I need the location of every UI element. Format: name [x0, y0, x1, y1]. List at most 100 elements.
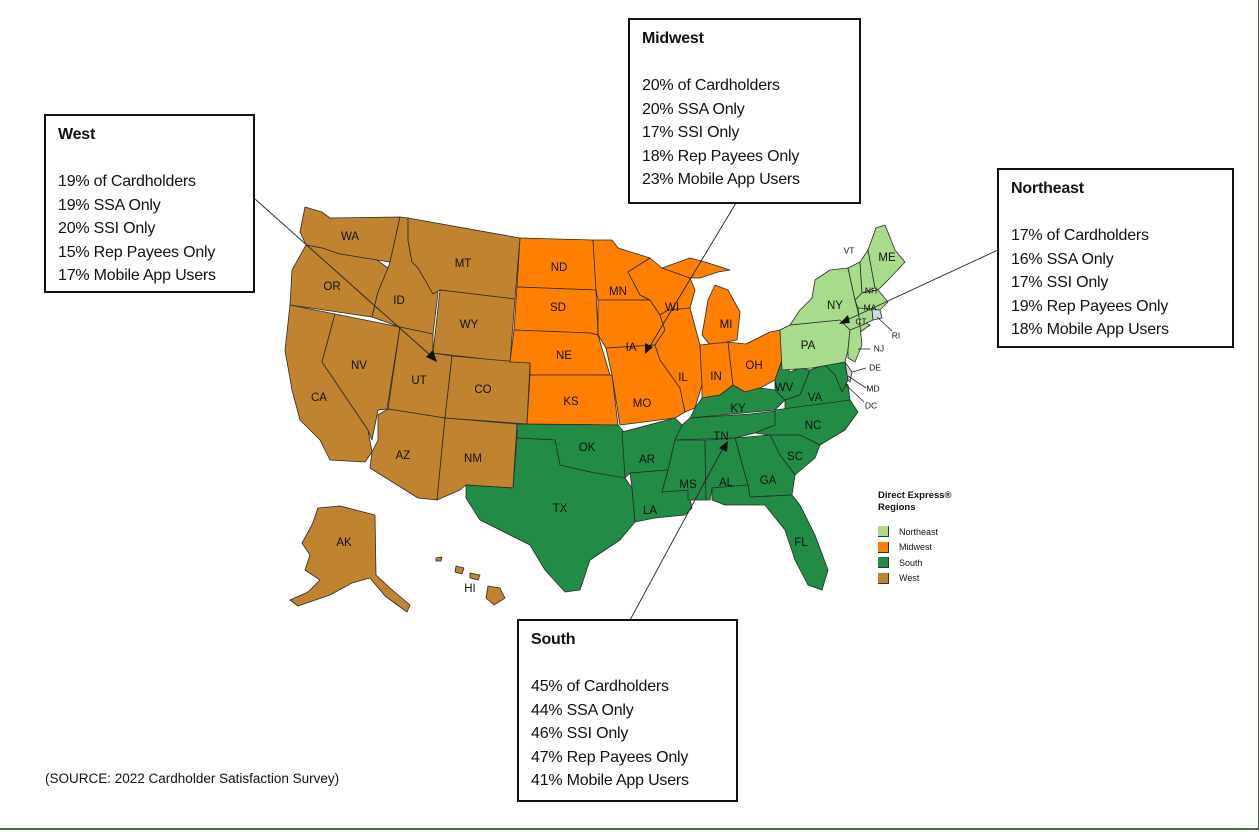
- callout-west-cardholders: 19% of Cardholders: [58, 173, 196, 190]
- region-south: [465, 359, 859, 593]
- label-ok: OK: [579, 442, 596, 454]
- callout-northeast-ssi: 17% SSI Only: [1011, 274, 1109, 292]
- label-ri: RI: [892, 330, 901, 340]
- label-nm: NM: [464, 453, 482, 465]
- south-callout-line: [629, 449, 723, 621]
- small-state-leaders: [844, 316, 893, 403]
- callout-northeast: Northeast 17% of Cardholders 16% SSA Onl…: [997, 168, 1234, 348]
- state-ri[interactable]: [871, 308, 883, 321]
- label-fl: FL: [794, 537, 808, 549]
- callout-northeast-mobile: 18% Mobile App Users: [1011, 321, 1169, 339]
- label-ne: NE: [556, 350, 572, 362]
- callout-south-rep-payees: 47% Rep Payees Only: [531, 748, 689, 766]
- midwest-callout-line: [649, 202, 737, 347]
- label-ma: MA: [864, 302, 877, 312]
- callout-northeast-ssa: 16% SSA Only: [1011, 250, 1114, 268]
- callout-northeast-title: Northeast: [1011, 180, 1084, 197]
- label-me: ME: [878, 252, 896, 264]
- legend-item-midwest: Midwest: [878, 540, 978, 556]
- source-note: (SOURCE: 2022 Cardholder Satisfaction Su…: [45, 771, 340, 786]
- state-de[interactable]: [844, 361, 853, 383]
- label-nj: NJ: [874, 343, 884, 353]
- label-ut: UT: [411, 375, 426, 387]
- callout-midwest-rep-payees: 18% Rep Payees Only: [642, 147, 800, 165]
- callout-south-cardholders: 45% of Cardholders: [531, 678, 669, 695]
- state-hi-1[interactable]: [485, 585, 506, 606]
- legend-item-west: West: [878, 571, 978, 587]
- callout-west-mobile: 17% Mobile App Users: [58, 267, 216, 285]
- label-sd: SD: [550, 302, 566, 314]
- legend-swatch-south: [878, 557, 889, 569]
- callout-south: South 45% of Cardholders 44% SSA Only 46…: [517, 619, 738, 802]
- callout-west-title: West: [58, 126, 96, 143]
- label-va: VA: [808, 392, 823, 404]
- callout-west-rep-payees: 15% Rep Payees Only: [58, 243, 216, 261]
- state-wi[interactable]: [627, 257, 696, 316]
- callout-midwest: Midwest 20% of Cardholders 20% SSA Only …: [628, 18, 861, 204]
- label-tn: TN: [713, 431, 728, 443]
- label-wa: WA: [341, 231, 359, 243]
- callout-south-title: South: [531, 631, 576, 648]
- label-id: ID: [393, 295, 405, 307]
- callout-midwest-mobile: 23% Mobile App Users: [642, 171, 800, 189]
- label-nv: NV: [351, 360, 367, 372]
- map-legend: Direct Express® Regions Northeast Midwes…: [878, 490, 978, 586]
- label-ar: AR: [639, 454, 655, 466]
- label-ks: KS: [563, 396, 579, 408]
- legend-title: Direct Express® Regions: [878, 490, 952, 513]
- callout-west-ssa: 19% SSA Only: [58, 196, 161, 214]
- state-nj[interactable]: [847, 325, 863, 363]
- label-ia: IA: [626, 342, 637, 354]
- label-co: CO: [474, 384, 491, 396]
- legend-label-south: South: [899, 557, 923, 568]
- label-ms: MS: [679, 479, 697, 491]
- label-ny: NY: [827, 300, 843, 312]
- callout-northeast-rep-payees: 19% Rep Payees Only: [1011, 297, 1169, 315]
- label-md: MD: [866, 383, 879, 393]
- callout-west-ssi: 20% SSI Only: [58, 220, 156, 238]
- label-tx: TX: [553, 503, 568, 515]
- label-mo: MO: [633, 398, 652, 410]
- state-ky[interactable]: [689, 384, 786, 419]
- callout-midwest-ssi: 17% SSI Only: [642, 124, 740, 142]
- west-arrowhead-icon: [426, 350, 437, 362]
- legend-label-midwest: Midwest: [899, 542, 933, 553]
- state-mi-upper[interactable]: [661, 257, 731, 279]
- callout-midwest-ssa: 20% SSA Only: [642, 100, 745, 118]
- label-ak: AK: [336, 537, 352, 549]
- legend-swatch-northeast: [878, 526, 889, 538]
- state-me[interactable]: [867, 224, 906, 291]
- state-tx[interactable]: [465, 437, 636, 593]
- label-pa: PA: [801, 340, 816, 352]
- region-northeast: [779, 224, 906, 371]
- midwest-arrowhead-icon: [645, 343, 653, 354]
- callout-west: West 19% of Cardholders 19% SSA Only 20%…: [44, 114, 255, 293]
- state-fl[interactable]: [711, 484, 829, 591]
- region-midwest: [509, 237, 783, 426]
- label-oh: OH: [745, 360, 762, 372]
- state-il[interactable]: [654, 307, 703, 413]
- callout-south-mobile: 41% Mobile App Users: [531, 772, 689, 790]
- state-hi-4[interactable]: [435, 556, 443, 562]
- state-hi-3[interactable]: [469, 572, 481, 581]
- label-in: IN: [710, 371, 722, 383]
- label-hi: HI: [464, 583, 476, 595]
- label-de: DE: [869, 362, 881, 372]
- state-ak[interactable]: [289, 505, 411, 613]
- callout-midwest-cardholders: 20% of Cardholders: [642, 77, 780, 94]
- state-mt[interactable]: [407, 217, 521, 300]
- legend-swatch-midwest: [878, 541, 889, 553]
- legend-label-northeast: Northeast: [899, 526, 939, 537]
- legend-item-south: South: [878, 555, 978, 571]
- state-hi-2[interactable]: [454, 565, 465, 575]
- legend-swatch-west: [878, 572, 889, 584]
- label-mi: MI: [720, 319, 733, 331]
- label-ga: GA: [760, 475, 777, 487]
- west-callout-line: [254, 198, 431, 356]
- label-nd: ND: [551, 262, 568, 274]
- northeast-callout-line: [846, 249, 999, 321]
- legend-item-northeast: Northeast: [878, 524, 978, 540]
- state-mi[interactable]: [701, 284, 741, 346]
- callout-midwest-title: Midwest: [642, 30, 704, 47]
